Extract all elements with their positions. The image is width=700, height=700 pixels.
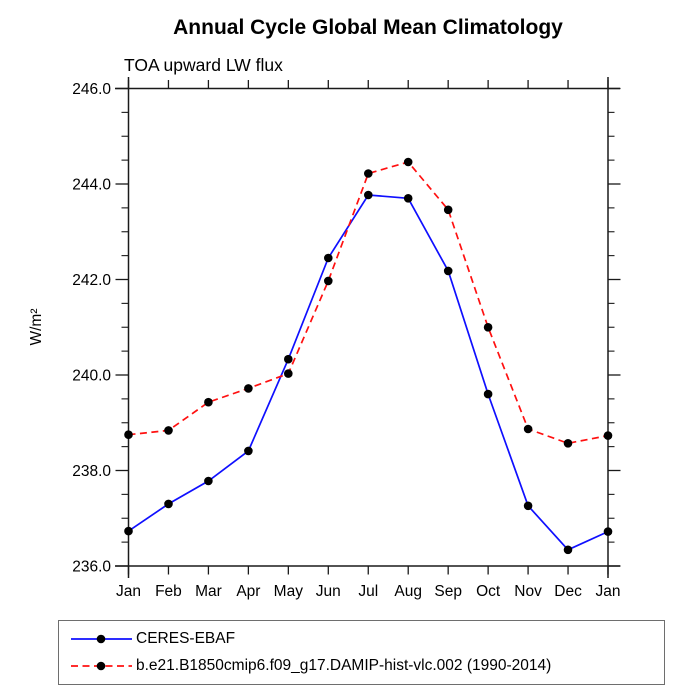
svg-text:Jun: Jun	[316, 583, 341, 600]
svg-text:Jan: Jan	[596, 583, 621, 600]
svg-text:Apr: Apr	[236, 583, 260, 600]
svg-text:Sep: Sep	[434, 583, 462, 600]
legend-box: CERES-EBAF b.e21.B1850cmip6.f09_g17.DAMI…	[58, 620, 665, 685]
svg-text:May: May	[274, 583, 304, 600]
legend-item-model: b.e21.B1850cmip6.f09_g17.DAMIP-hist-vlc.…	[68, 654, 664, 678]
svg-text:236.0: 236.0	[72, 559, 111, 576]
svg-text:242.0: 242.0	[72, 272, 111, 289]
axis-frame	[115, 77, 620, 578]
svg-text:Mar: Mar	[195, 583, 222, 600]
data-point-markers	[124, 157, 613, 555]
svg-text:Aug: Aug	[394, 583, 422, 600]
svg-text:240.0: 240.0	[72, 368, 111, 385]
data-series-lines	[128, 161, 609, 551]
svg-text:238.0: 238.0	[72, 463, 111, 480]
svg-text:Nov: Nov	[514, 583, 542, 600]
legend-swatch-solid-line-icon	[71, 634, 132, 644]
svg-text:Jul: Jul	[358, 583, 378, 600]
chart-title: Annual Cycle Global Mean Climatology	[173, 16, 563, 39]
svg-text:Feb: Feb	[155, 583, 182, 600]
svg-text:Jan: Jan	[116, 583, 141, 600]
axis-ticks	[115, 80, 621, 575]
svg-text:244.0: 244.0	[72, 177, 111, 194]
svg-text:Oct: Oct	[476, 583, 501, 600]
legend-swatch-dashed-line-icon	[71, 661, 132, 671]
svg-text:Dec: Dec	[554, 583, 582, 600]
legend-label-ceres: CERES-EBAF	[136, 630, 236, 648]
axis-tick-labels: Jan Feb Mar Apr May Jun Jul Aug Sep Oct Nov Dec Jan 2…	[72, 81, 620, 600]
legend-item-ceres: CERES-EBAF	[68, 627, 664, 651]
legend-label-model: b.e21.B1850cmip6.f09_g17.DAMIP-hist-vlc.…	[136, 657, 552, 675]
svg-text:246.0: 246.0	[72, 81, 111, 98]
plot-area: Jan Feb Mar Apr May Jun Jul Aug Sep Oct Nov Dec Jan 2…	[72, 77, 621, 600]
chart-subtitle: TOA upward LW flux	[124, 55, 283, 75]
